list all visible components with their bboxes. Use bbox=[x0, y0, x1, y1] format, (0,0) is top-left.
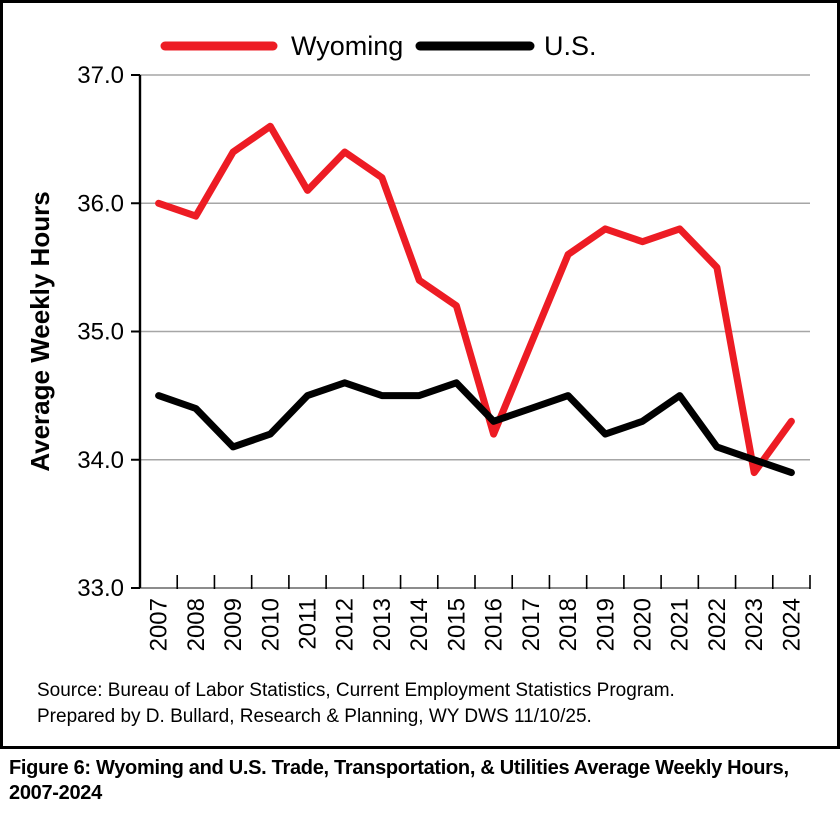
source-note: Source: Bureau of Labor Statistics, Curr… bbox=[37, 678, 675, 730]
us-series-line bbox=[155, 379, 795, 477]
x-tick-label: 2024 bbox=[778, 598, 805, 651]
legend-label-1: Wyoming bbox=[291, 31, 403, 61]
x-tick-label: 2019 bbox=[592, 598, 619, 651]
x-tick-label: 2016 bbox=[481, 598, 508, 651]
x-tick-label: 2018 bbox=[555, 598, 582, 651]
x-tick-label: 2011 bbox=[295, 598, 322, 650]
x-tick-label: 2015 bbox=[443, 598, 470, 651]
y-tick-label: 37.0 bbox=[77, 62, 124, 89]
source-line-2: Prepared by D. Bullard, Research & Plann… bbox=[37, 706, 592, 727]
figure-caption: Figure 6: Wyoming and U.S. Trade, Transp… bbox=[9, 757, 789, 804]
legend-label-2: U.S. bbox=[544, 31, 597, 61]
x-tick-label: 2020 bbox=[630, 598, 657, 651]
x-tick-label: 2008 bbox=[183, 598, 210, 651]
x-tick-label: 2014 bbox=[406, 598, 433, 651]
y-tick-label: 36.0 bbox=[77, 190, 124, 217]
x-tick-label: 2010 bbox=[257, 598, 284, 651]
x-tick-label: 2013 bbox=[369, 598, 396, 651]
x-tick-label: 2023 bbox=[741, 598, 768, 651]
chart-panel: 33.0 34.0 35.0 36.0 37.0 2007 2008 2009 2010 2011… bbox=[0, 0, 840, 749]
x-tick-label: 2007 bbox=[146, 598, 173, 651]
x-tick-label: 2009 bbox=[220, 598, 247, 651]
line-chart: 33.0 34.0 35.0 36.0 37.0 2007 2008 2009 2010 2011… bbox=[25, 31, 811, 651]
x-tick-label: 2012 bbox=[332, 598, 359, 651]
x-tick-label: 2022 bbox=[704, 598, 731, 651]
y-tick-label: 33.0 bbox=[77, 575, 124, 602]
x-tick-label: 2021 bbox=[667, 598, 694, 651]
y-tick-label: 34.0 bbox=[77, 447, 124, 474]
wyoming-series-line bbox=[155, 122, 795, 477]
x-tick-label: 2017 bbox=[518, 598, 545, 651]
source-line-1: Source: Bureau of Labor Statistics, Curr… bbox=[37, 680, 675, 701]
y-tick-label: 35.0 bbox=[77, 319, 124, 346]
y-axis-title: Average Weekly Hours bbox=[25, 191, 55, 471]
